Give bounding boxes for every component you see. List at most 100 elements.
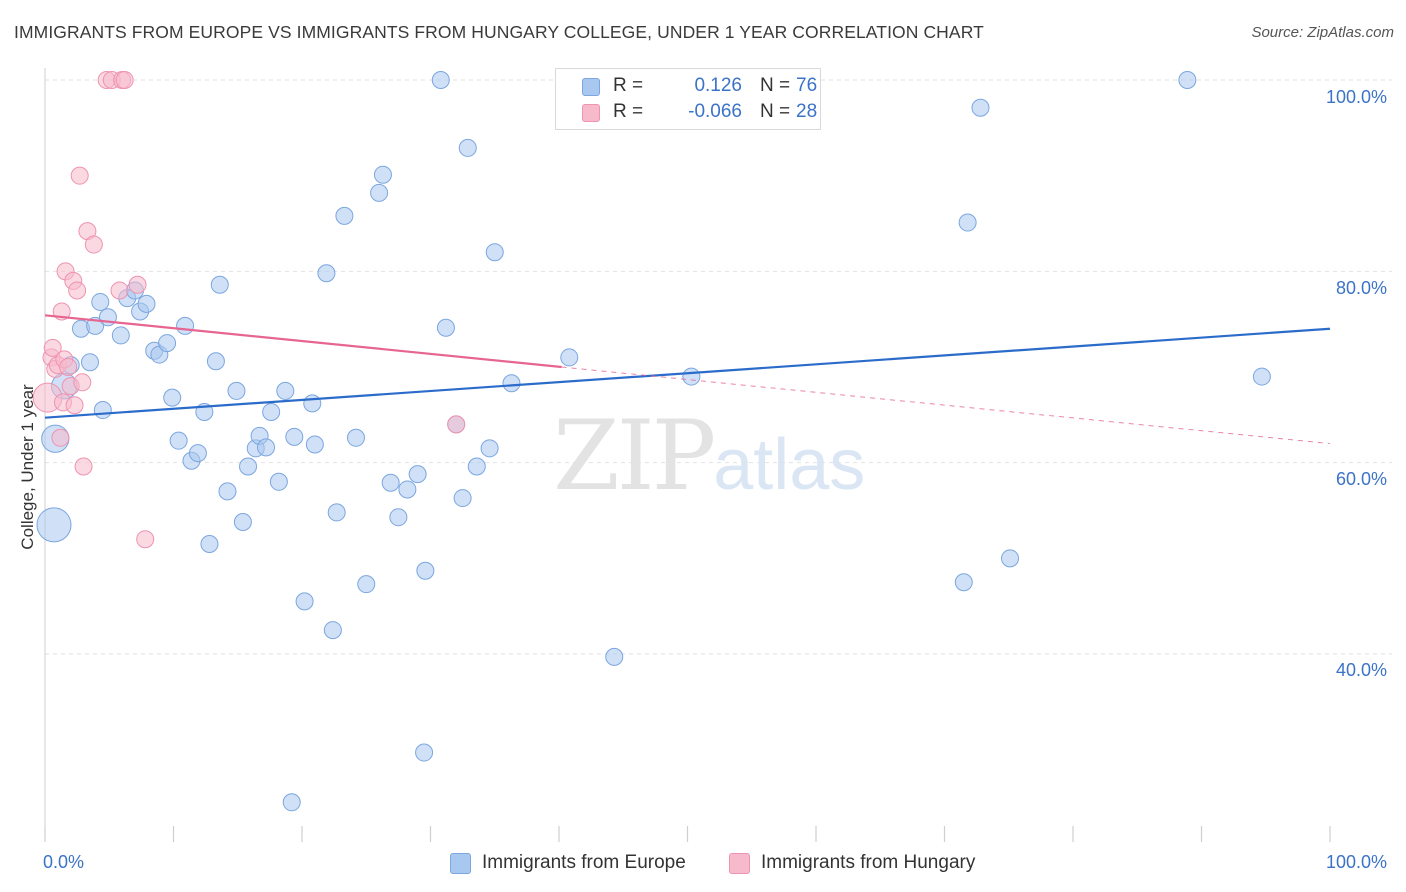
europe-r-label: R =	[613, 75, 644, 96]
x-axis-max-label: 100.0%	[1326, 852, 1388, 872]
hungary-r-label: R =	[613, 101, 644, 122]
europe-point-46	[346, 428, 365, 447]
y-axis-label: College, Under 1 year	[18, 384, 37, 550]
europe-point-28	[227, 381, 246, 400]
europe-point-19	[169, 431, 188, 450]
hungary-point-19	[84, 235, 103, 254]
x-axis-min-label: 0.0%	[43, 852, 85, 872]
y-tick-80: 80.0%	[1336, 278, 1388, 298]
europe-point-14	[137, 294, 156, 313]
hungary-point-16	[73, 373, 92, 392]
europe-point-20	[176, 316, 195, 335]
europe-point-55	[415, 743, 434, 762]
europe-point-33	[257, 438, 276, 457]
europe-trend-line	[44, 327, 1331, 419]
europe-point-60	[458, 138, 477, 157]
europe-point-66	[605, 647, 624, 666]
europe-point-25	[206, 352, 225, 371]
hungary-point-17	[74, 457, 93, 476]
europe-r-value: 0.126	[694, 75, 742, 96]
europe-point-0	[36, 507, 72, 543]
hungary-point-27	[447, 415, 466, 434]
europe-point-51	[389, 508, 408, 527]
hungary-point-22	[110, 281, 129, 300]
europe-point-68	[682, 367, 701, 386]
europe-point-52	[398, 480, 417, 499]
europe-point-74	[1252, 367, 1271, 386]
europe-point-63	[485, 243, 504, 262]
hungary-point-15	[70, 166, 89, 185]
europe-point-22	[188, 444, 207, 463]
europe-legend-label: Immigrants from Europe	[482, 852, 686, 873]
europe-point-8	[91, 292, 110, 311]
hungary-trend-line	[44, 314, 562, 369]
europe-n-label: N =	[760, 75, 791, 96]
europe-point-53	[408, 465, 427, 484]
hungary-point-14	[68, 281, 87, 300]
europe-point-10	[111, 326, 130, 345]
europe-point-24	[200, 534, 219, 553]
europe-point-44	[327, 503, 346, 522]
hungary-point-24	[115, 71, 134, 89]
europe-point-73	[1178, 71, 1197, 89]
europe-point-29	[233, 512, 252, 531]
hungary-trend-extension	[561, 366, 1331, 445]
hungary-point-2	[43, 338, 62, 357]
europe-point-71	[971, 98, 990, 117]
europe-point-48	[370, 183, 389, 202]
europe-point-47	[357, 575, 376, 594]
hungary-point-5	[51, 428, 70, 447]
europe-point-30	[239, 457, 258, 476]
y-tick-60: 60.0%	[1336, 469, 1388, 489]
europe-swatch	[582, 78, 600, 96]
hungary-point-25	[128, 275, 147, 294]
europe-point-57	[436, 318, 455, 337]
europe-point-69	[954, 573, 973, 592]
europe-point-18	[163, 388, 182, 407]
hungary-swatch	[582, 104, 600, 122]
europe-point-64	[502, 374, 521, 393]
europe-point-17	[158, 334, 177, 353]
europe-point-40	[303, 394, 322, 413]
europe-point-7	[93, 401, 112, 420]
europe-point-45	[335, 206, 354, 225]
y-tick-40: 40.0%	[1336, 660, 1388, 680]
europe-point-4	[80, 353, 99, 372]
europe-point-27	[218, 482, 237, 501]
europe-point-65	[560, 348, 579, 367]
europe-point-61	[467, 457, 486, 476]
europe-point-72	[1001, 549, 1020, 568]
europe-point-50	[381, 473, 400, 492]
europe-point-37	[282, 793, 301, 812]
europe-point-36	[276, 381, 295, 400]
europe-point-54	[416, 561, 435, 580]
hungary-legend-label: Immigrants from Hungary	[761, 852, 976, 873]
europe-point-62	[480, 439, 499, 458]
hungary-n-value: 28	[796, 101, 818, 122]
europe-legend-swatch	[450, 853, 471, 874]
europe-point-35	[269, 472, 288, 491]
europe-point-43	[323, 621, 342, 640]
chart-title: IMMIGRANTS FROM EUROPE VS IMMIGRANTS FRO…	[14, 22, 984, 42]
hungary-point-26	[136, 530, 155, 549]
europe-point-26	[210, 275, 229, 294]
hungary-n-label: N =	[760, 101, 791, 122]
europe-point-42	[317, 264, 336, 283]
europe-point-70	[958, 213, 977, 232]
europe-point-59	[453, 489, 472, 508]
europe-point-38	[285, 427, 304, 446]
hungary-legend-swatch	[729, 853, 750, 874]
source-credit: Source: ZipAtlas.com	[1251, 24, 1394, 41]
y-tick-100: 100.0%	[1326, 87, 1388, 107]
hungary-point-13	[65, 396, 84, 415]
europe-point-41	[305, 435, 324, 454]
hungary-point-10	[59, 358, 78, 376]
europe-point-56	[431, 71, 450, 89]
stats-legend: R = 0.126 N = 76 R = -0.066 N = 28	[555, 68, 821, 130]
europe-point-34	[262, 402, 281, 421]
hungary-r-value: -0.066	[688, 101, 742, 122]
europe-n-value: 76	[796, 75, 818, 96]
europe-point-49	[373, 165, 392, 184]
europe-point-39	[295, 592, 314, 611]
